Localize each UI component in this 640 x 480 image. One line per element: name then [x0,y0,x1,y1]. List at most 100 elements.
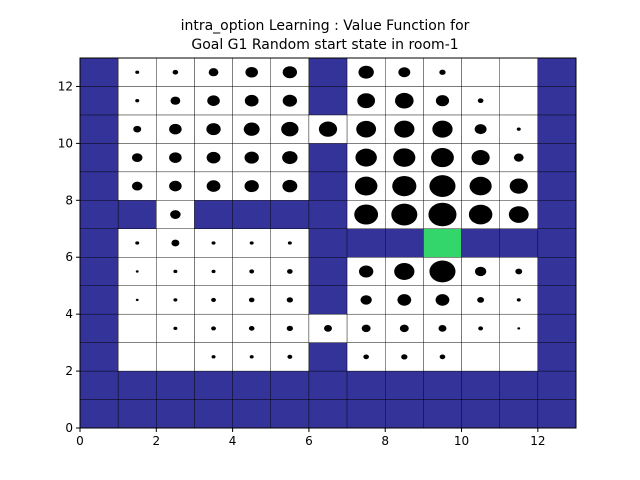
value-marker [248,297,255,303]
wall-cell [270,200,310,229]
value-marker [360,295,372,305]
value-marker [516,127,521,131]
wall-cell [79,370,119,400]
wall-cell [79,313,119,343]
x-tick-label: 10 [454,434,469,448]
value-marker [173,298,178,302]
value-marker [245,66,258,78]
value-marker [471,149,490,166]
wall-cell [79,171,119,201]
value-marker [439,354,446,360]
value-marker [515,268,523,275]
y-tick-label: 8 [65,193,73,207]
wall-cell [308,143,348,173]
value-marker [356,120,377,138]
wall-cell [537,200,577,229]
wall-cell [461,370,500,400]
value-marker [135,241,140,245]
value-marker [477,98,484,104]
value-marker [286,297,293,303]
value-marker [170,96,181,105]
wall-cell [308,200,348,229]
wall-cell [156,370,195,400]
value-marker [439,69,446,75]
wall-cell [385,399,424,429]
open-cell [499,57,539,87]
value-marker [171,239,180,247]
value-marker [206,180,221,192]
value-marker [287,269,293,274]
wall-cell [346,399,386,429]
wall-cell [385,228,424,258]
value-marker [169,123,182,135]
wall-cell [537,86,577,116]
value-marker [516,298,521,302]
y-axis: 0 2 4 6 8 10 12 [58,79,80,435]
value-marker [435,95,450,107]
value-marker [282,94,298,107]
value-marker [354,204,379,225]
chart-title-line-1: intra_option Learning : Value Function f… [181,18,470,34]
x-tick-label: 4 [229,434,237,448]
open-cell [156,342,195,372]
value-marker [357,93,376,109]
value-marker [324,325,332,332]
value-marker [211,241,216,245]
value-marker [361,324,371,333]
wall-cell [117,370,157,400]
value-marker [399,324,409,333]
wall-cell [308,171,348,201]
value-marker [358,265,374,278]
wall-cell [194,399,233,429]
value-marker [429,260,456,283]
y-tick-label: 12 [58,79,73,93]
value-marker [397,294,412,306]
wall-cell [537,257,577,286]
wall-cell [79,228,119,258]
wall-cell [346,228,386,258]
value-marker [474,266,487,277]
value-marker [169,180,182,192]
wall-cell [537,313,577,343]
wall-cell [308,57,348,87]
value-marker [133,125,142,133]
value-marker [211,355,216,359]
value-marker [432,120,453,138]
value-marker [243,122,260,136]
value-marker [208,68,219,77]
wall-cell [308,370,348,400]
wall-cell [346,370,386,400]
value-marker [287,354,293,359]
wall-cell [79,257,119,286]
y-tick-label: 2 [65,364,73,378]
value-marker [244,94,259,107]
value-marker [469,176,492,196]
wall-cell [79,57,119,87]
y-tick-label: 6 [65,250,73,264]
wall-cell [232,399,271,429]
wall-cell [308,257,348,286]
value-marker [435,294,450,306]
open-cell [499,342,539,372]
value-marker [517,327,521,330]
value-marker [478,326,484,331]
value-marker [282,179,298,193]
wall-cell [499,399,539,429]
value-marker [282,66,298,79]
wall-cell [499,228,539,258]
value-marker [172,69,179,75]
wall-cell [232,370,271,400]
value-marker [170,210,181,219]
value-marker [206,123,221,136]
wall-cell [537,370,577,400]
wall-cell [79,342,119,372]
wall-cell [537,342,577,372]
x-tick-label: 8 [381,434,389,448]
value-marker [429,175,456,197]
wall-cell [537,285,577,315]
value-marker [211,269,216,274]
value-marker [281,121,299,137]
value-marker [286,325,293,332]
value-marker [431,148,454,168]
